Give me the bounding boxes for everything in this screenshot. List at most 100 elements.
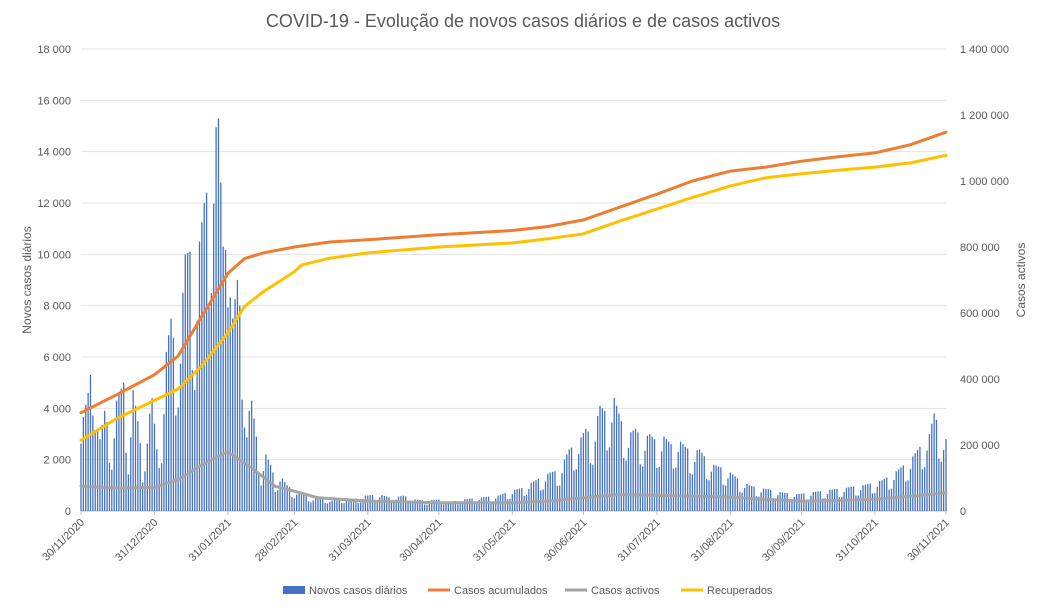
daily-cases-bar (134, 405, 137, 511)
daily-cases-bar (874, 493, 876, 511)
daily-cases-bar (663, 436, 665, 511)
daily-cases-bar (144, 471, 146, 511)
daily-cases-bar (179, 363, 182, 511)
daily-cases-bar (687, 448, 689, 511)
daily-cases-bar (85, 404, 87, 511)
daily-cases-bar (139, 442, 141, 511)
daily-cases-bar (495, 498, 497, 511)
right-tick-label: 1 400 000 (960, 44, 1009, 56)
daily-cases-bar (113, 438, 115, 511)
daily-cases-bar (630, 432, 632, 511)
daily-cases-bar (867, 484, 869, 511)
daily-cases-bar (141, 482, 144, 511)
daily-cases-bar (608, 447, 611, 511)
daily-cases-bar (210, 292, 212, 511)
daily-cases-bar (921, 469, 923, 511)
daily-cases-bar (649, 434, 651, 511)
daily-cases-bar (914, 453, 916, 511)
daily-cases-bar (646, 435, 649, 511)
daily-cases-bar (163, 414, 165, 511)
left-tick-label: 12 000 (37, 198, 71, 210)
daily-cases-bar (556, 485, 558, 511)
daily-cases-bar (919, 446, 921, 511)
daily-cases-bar (383, 495, 385, 511)
daily-cases-bar (627, 447, 630, 511)
daily-cases-bar (810, 495, 812, 511)
daily-cases-bar (933, 413, 935, 511)
daily-cases-bar (585, 428, 587, 511)
daily-cases-bar (883, 478, 886, 511)
daily-cases-bar (798, 494, 800, 511)
daily-cases-bar (269, 464, 272, 511)
daily-cases-bar (186, 253, 189, 512)
daily-cases-bar (506, 499, 509, 511)
daily-cases-bar (426, 504, 428, 511)
right-axis-ticks: 0 200 000 400 000 600 000 800 000 1 000 000 1 … (960, 44, 1009, 518)
daily-cases-bar (336, 499, 338, 511)
right-tick-label: 200 000 (960, 440, 1000, 452)
daily-cases-bar (625, 460, 627, 511)
left-axis-ticks: 0 2 000 4 000 6 000 8 000 10 000 12 000 14 000 1… (37, 44, 71, 518)
daily-cases-bar (236, 280, 239, 511)
daily-cases-bar (82, 416, 85, 511)
daily-cases-bar (149, 413, 151, 511)
daily-cases-bar (267, 459, 269, 511)
left-tick-label: 0 (65, 506, 71, 518)
daily-cases-bar (253, 418, 255, 511)
daily-cases-bar (703, 456, 705, 511)
daily-cases-bar (786, 493, 788, 511)
daily-cases-bar (551, 471, 554, 511)
daily-cases-bar (395, 499, 397, 511)
daily-cases-bar (378, 497, 381, 511)
legend: Novos casos diários Casos acumulados Casos… (283, 585, 773, 597)
daily-cases-bar (601, 408, 604, 511)
daily-cases-bar (364, 495, 367, 511)
daily-cases-bar (634, 428, 637, 511)
daily-cases-bar (296, 494, 298, 511)
daily-cases-bar (665, 439, 667, 511)
daily-cases-bar (613, 398, 615, 511)
legend-swatch (283, 586, 305, 594)
daily-cases-bar (736, 478, 739, 511)
daily-cases-bar (807, 499, 810, 511)
daily-cases-bar (198, 241, 201, 511)
daily-cases-bar (222, 246, 224, 511)
right-tick-label: 0 (960, 506, 966, 518)
daily-cases-bar (241, 399, 243, 511)
daily-cases-bar (397, 496, 400, 511)
daily-cases-bar (250, 400, 253, 511)
daily-cases-bar (841, 496, 843, 511)
daily-cases-bar (518, 488, 521, 511)
daily-cases-bar (265, 454, 267, 511)
daily-cases-bar (274, 491, 276, 511)
daily-cases-bar (656, 468, 658, 511)
daily-cases-bar (675, 467, 677, 511)
line-series (79, 130, 948, 505)
daily-cases-bar (537, 478, 540, 511)
daily-cases-bar (793, 497, 795, 511)
daily-cases-bar (592, 464, 594, 511)
daily-cases-bar (559, 485, 561, 511)
daily-cases-bar (805, 499, 807, 511)
daily-cases-bar (355, 498, 357, 511)
daily-cases-bar (864, 484, 867, 511)
daily-cases-bar (878, 480, 881, 511)
daily-cases-bar (376, 500, 378, 511)
chart-title: COVID-19 - Evolução de novos casos diári… (266, 11, 780, 31)
daily-cases-bar (561, 473, 563, 511)
daily-cases-bar (466, 498, 468, 511)
daily-cases-bar (720, 467, 722, 511)
daily-cases-bar (668, 441, 670, 511)
daily-cases-bar (897, 469, 900, 511)
daily-cases-bar (450, 502, 452, 511)
daily-cases-bar (459, 504, 461, 511)
daily-cases-bar (682, 444, 684, 511)
daily-cases-bar (528, 488, 530, 511)
daily-cases-bar (286, 485, 288, 511)
series-line-recuperados (79, 153, 948, 442)
daily-cases-bar (838, 497, 840, 511)
daily-cases-bar (596, 416, 599, 511)
daily-cases-bar (604, 410, 606, 511)
daily-cases-bar (549, 472, 551, 511)
daily-cases-bar (509, 498, 511, 511)
